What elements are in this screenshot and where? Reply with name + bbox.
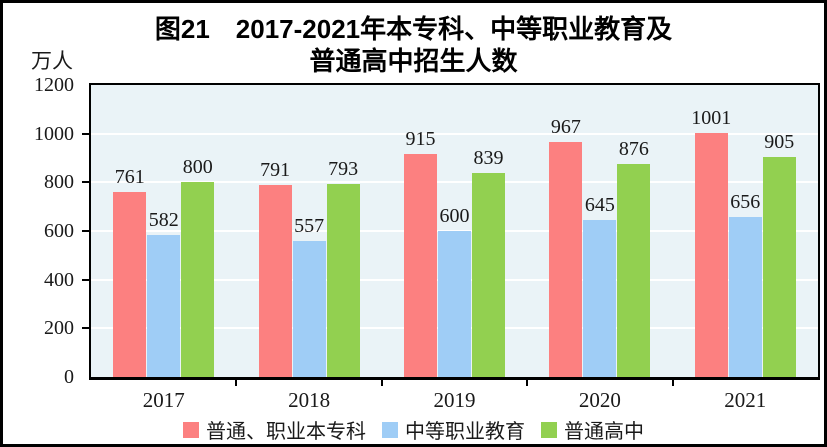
bar	[728, 217, 762, 377]
y-tick-label: 1200	[34, 74, 74, 96]
bar	[326, 184, 360, 377]
bar	[617, 163, 651, 377]
gridline	[91, 181, 818, 184]
plot-area	[89, 83, 820, 380]
bar-value-label: 761	[114, 165, 145, 188]
bar	[472, 172, 505, 377]
y-axis-tick	[82, 132, 89, 135]
bar-value-label: 645	[584, 194, 615, 217]
bar-value-label: 839	[473, 146, 504, 169]
chart-title: 图21 2017-2021年本专科、中等职业教育及 普通高中招生人数	[3, 13, 824, 77]
bar-value-label: 791	[260, 158, 291, 181]
bar	[404, 154, 437, 377]
legend: 普通、职业本专科 中等职业教育 普通高中	[3, 415, 824, 444]
bar	[694, 133, 728, 377]
x-tick-label: 2018	[288, 388, 331, 412]
x-tick-label: 2019	[433, 388, 476, 412]
bar-value-label: 582	[148, 209, 179, 232]
bar-value-label: 793	[328, 158, 359, 181]
legend-item: 中等职业教育	[382, 415, 525, 444]
y-axis-tick	[82, 230, 89, 232]
legend-swatch	[382, 421, 398, 438]
bar-value-label: 915	[405, 128, 436, 151]
bar	[583, 220, 617, 377]
legend-item: 普通、职业本专科	[183, 415, 366, 444]
bar-value-label: 905	[764, 130, 795, 153]
y-tick-label: 1000	[34, 122, 74, 145]
bar-value-label: 600	[439, 205, 470, 227]
y-axis-tick	[82, 181, 89, 184]
x-axis-tick	[526, 380, 529, 386]
bar	[292, 241, 326, 377]
y-tick-label: 600	[44, 220, 74, 242]
legend-label: 普通、职业本专科	[206, 421, 366, 443]
y-axis-tick	[82, 278, 89, 281]
legend-swatch	[183, 421, 199, 438]
legend-swatch	[541, 421, 557, 438]
y-tick-label: 0	[64, 366, 74, 388]
bar	[762, 156, 796, 377]
legend-item: 普通高中	[541, 415, 644, 444]
legend-label: 普通高中	[564, 421, 644, 443]
bar	[181, 182, 215, 377]
y-tick-label: 400	[44, 268, 74, 291]
chart-title-line1: 图21 2017-2021年本专科、中等职业教育及	[154, 14, 673, 44]
legend-label: 中等职业教育	[405, 421, 525, 443]
bar-value-label: 800	[182, 156, 213, 179]
x-tick-label: 2020	[578, 388, 621, 412]
y-tick-label: 200	[44, 317, 74, 340]
bar-value-label: 967	[550, 115, 581, 138]
y-axis-tick	[82, 327, 89, 330]
x-axis-tick	[671, 380, 674, 386]
bar	[438, 231, 471, 377]
bar-value-label: 1001	[691, 107, 732, 130]
x-tick-label: 2021	[724, 388, 767, 412]
y-tick-label: 800	[44, 171, 74, 194]
bar	[113, 191, 147, 377]
x-axis-tick	[380, 380, 383, 386]
bar	[549, 141, 583, 377]
bar	[147, 235, 181, 377]
bar-value-label: 876	[618, 137, 649, 160]
bar	[258, 184, 292, 377]
y-axis-unit-label: 万人	[31, 49, 73, 73]
chart-title-line2: 普通高中招生人数	[309, 46, 518, 76]
bar-value-label: 656	[730, 191, 761, 214]
bar-value-label: 557	[294, 215, 325, 238]
gridline	[91, 132, 818, 135]
x-axis-tick	[235, 380, 238, 386]
x-tick-label: 2017	[142, 388, 185, 412]
